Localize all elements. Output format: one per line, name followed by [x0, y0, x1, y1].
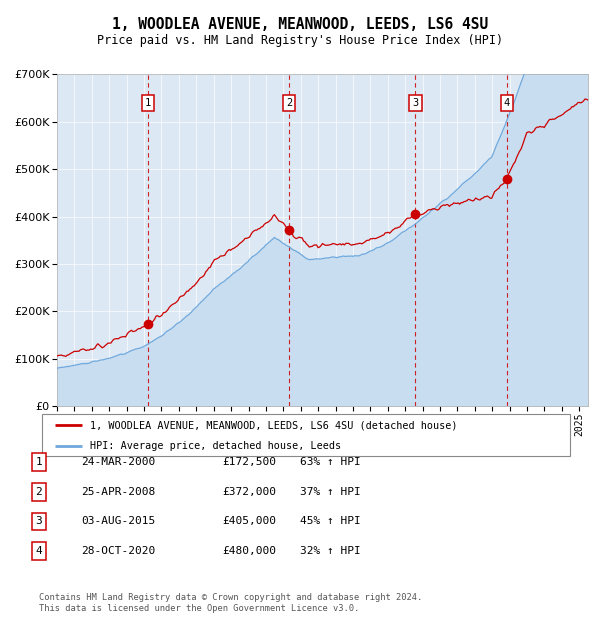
Text: 3: 3 — [412, 98, 419, 108]
Text: 2: 2 — [35, 487, 43, 497]
Text: 03-AUG-2015: 03-AUG-2015 — [81, 516, 155, 526]
Text: 1: 1 — [145, 98, 151, 108]
Text: £172,500: £172,500 — [222, 457, 276, 467]
Text: 63% ↑ HPI: 63% ↑ HPI — [300, 457, 361, 467]
Text: £405,000: £405,000 — [222, 516, 276, 526]
Text: 45% ↑ HPI: 45% ↑ HPI — [300, 516, 361, 526]
Text: 3: 3 — [35, 516, 43, 526]
Text: 1, WOODLEA AVENUE, MEANWOOD, LEEDS, LS6 4SU: 1, WOODLEA AVENUE, MEANWOOD, LEEDS, LS6 … — [112, 17, 488, 32]
Text: 37% ↑ HPI: 37% ↑ HPI — [300, 487, 361, 497]
FancyBboxPatch shape — [42, 414, 570, 456]
Text: 4: 4 — [503, 98, 510, 108]
Text: 1: 1 — [35, 457, 43, 467]
Text: Price paid vs. HM Land Registry's House Price Index (HPI): Price paid vs. HM Land Registry's House … — [97, 34, 503, 46]
Text: £480,000: £480,000 — [222, 546, 276, 556]
Text: 24-MAR-2000: 24-MAR-2000 — [81, 457, 155, 467]
Text: 1, WOODLEA AVENUE, MEANWOOD, LEEDS, LS6 4SU (detached house): 1, WOODLEA AVENUE, MEANWOOD, LEEDS, LS6 … — [89, 420, 457, 430]
Text: 2: 2 — [286, 98, 292, 108]
Text: £372,000: £372,000 — [222, 487, 276, 497]
Text: 32% ↑ HPI: 32% ↑ HPI — [300, 546, 361, 556]
Text: Contains HM Land Registry data © Crown copyright and database right 2024.
This d: Contains HM Land Registry data © Crown c… — [39, 593, 422, 613]
Text: 25-APR-2008: 25-APR-2008 — [81, 487, 155, 497]
Text: HPI: Average price, detached house, Leeds: HPI: Average price, detached house, Leed… — [89, 441, 341, 451]
Text: 4: 4 — [35, 546, 43, 556]
Text: 28-OCT-2020: 28-OCT-2020 — [81, 546, 155, 556]
